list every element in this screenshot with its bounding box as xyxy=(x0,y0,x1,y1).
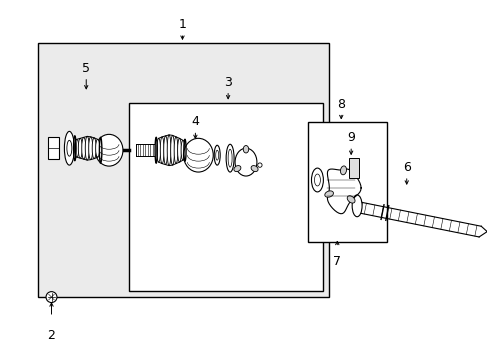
Ellipse shape xyxy=(243,145,248,153)
Ellipse shape xyxy=(163,136,167,165)
Ellipse shape xyxy=(346,196,354,203)
Ellipse shape xyxy=(78,138,82,158)
Text: 1: 1 xyxy=(178,18,186,31)
Ellipse shape xyxy=(170,135,174,165)
Ellipse shape xyxy=(75,139,79,157)
Bar xyxy=(38,43,328,297)
Bar xyxy=(307,122,386,242)
Ellipse shape xyxy=(167,135,171,166)
Ellipse shape xyxy=(311,168,323,192)
Ellipse shape xyxy=(81,137,85,159)
Ellipse shape xyxy=(314,174,320,186)
Text: 6: 6 xyxy=(402,161,410,174)
Ellipse shape xyxy=(67,140,72,156)
Ellipse shape xyxy=(174,137,178,164)
Ellipse shape xyxy=(88,137,93,159)
Ellipse shape xyxy=(160,137,163,164)
Ellipse shape xyxy=(157,138,160,162)
Ellipse shape xyxy=(250,166,258,172)
Ellipse shape xyxy=(225,144,234,172)
Ellipse shape xyxy=(95,134,122,166)
Bar xyxy=(348,158,358,178)
Circle shape xyxy=(257,163,262,167)
Circle shape xyxy=(46,292,57,302)
Ellipse shape xyxy=(351,195,361,217)
Ellipse shape xyxy=(85,136,89,160)
Text: 7: 7 xyxy=(333,255,341,269)
Ellipse shape xyxy=(64,131,74,165)
Ellipse shape xyxy=(183,138,213,172)
Bar xyxy=(129,103,323,291)
Ellipse shape xyxy=(177,138,181,162)
Ellipse shape xyxy=(324,191,333,197)
Text: 4: 4 xyxy=(191,116,199,129)
Text: 3: 3 xyxy=(224,76,232,89)
Text: 8: 8 xyxy=(337,98,345,111)
Ellipse shape xyxy=(233,166,241,172)
Ellipse shape xyxy=(340,166,346,175)
Text: 5: 5 xyxy=(82,62,90,75)
Text: 9: 9 xyxy=(346,131,354,144)
Ellipse shape xyxy=(228,149,232,167)
Bar xyxy=(47,137,60,159)
Ellipse shape xyxy=(215,150,218,160)
Ellipse shape xyxy=(235,148,256,176)
Ellipse shape xyxy=(214,145,220,165)
Ellipse shape xyxy=(181,140,184,160)
Ellipse shape xyxy=(92,138,96,159)
Polygon shape xyxy=(327,169,360,214)
Ellipse shape xyxy=(96,139,100,157)
Text: 2: 2 xyxy=(47,329,55,342)
